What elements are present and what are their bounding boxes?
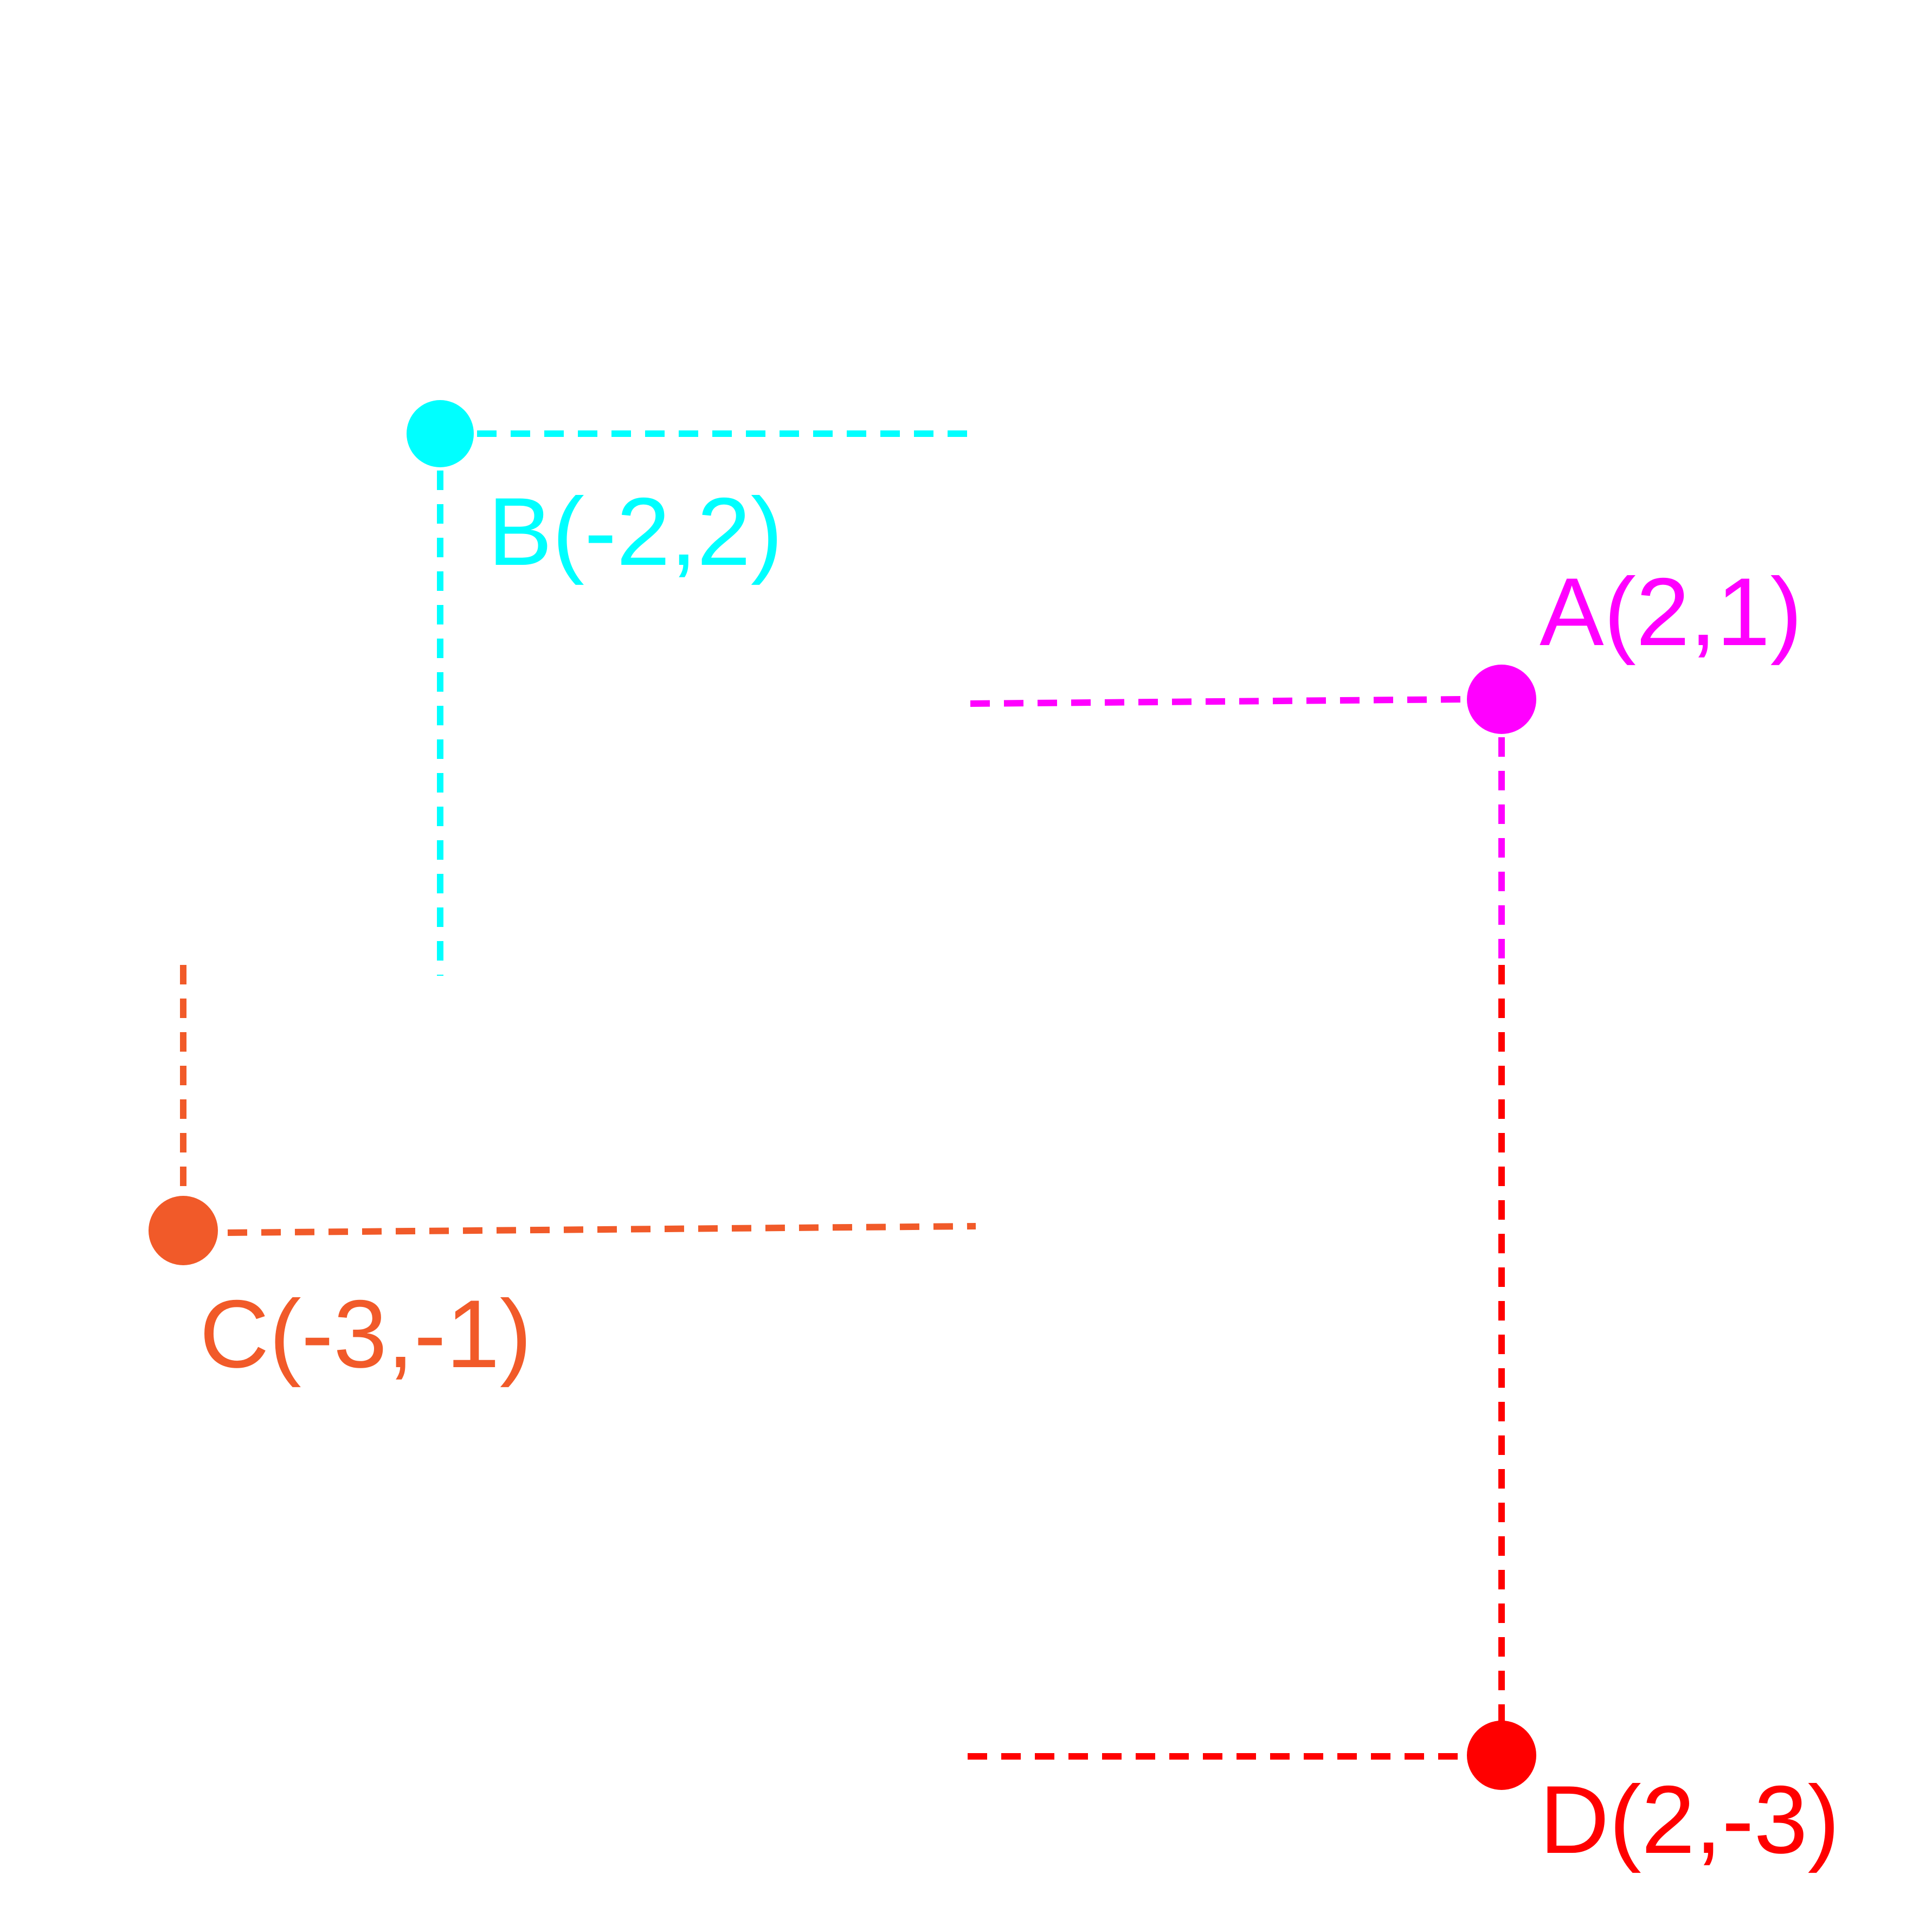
point-c-label: C(-3,-1) — [199, 1280, 532, 1388]
point-a-marker — [1467, 665, 1536, 734]
point-b-marker — [407, 400, 474, 467]
point-c-marker — [149, 1196, 218, 1265]
point-b-label: B(-2,2) — [488, 478, 783, 585]
point-a-horizontal-guide — [970, 696, 1464, 707]
point-c-horizontal-guide — [227, 1223, 976, 1236]
point-d-group: D(2,-3) — [968, 965, 1840, 1873]
point-b-group: B(-2,2) — [407, 400, 970, 976]
point-d-label: D(2,-3) — [1540, 1766, 1840, 1873]
point-d-marker — [1467, 1721, 1536, 1790]
point-a-label: A(2,1) — [1540, 558, 1802, 666]
point-c-group: C(-3,-1) — [149, 965, 976, 1388]
point-a-group: A(2,1) — [970, 558, 1802, 965]
